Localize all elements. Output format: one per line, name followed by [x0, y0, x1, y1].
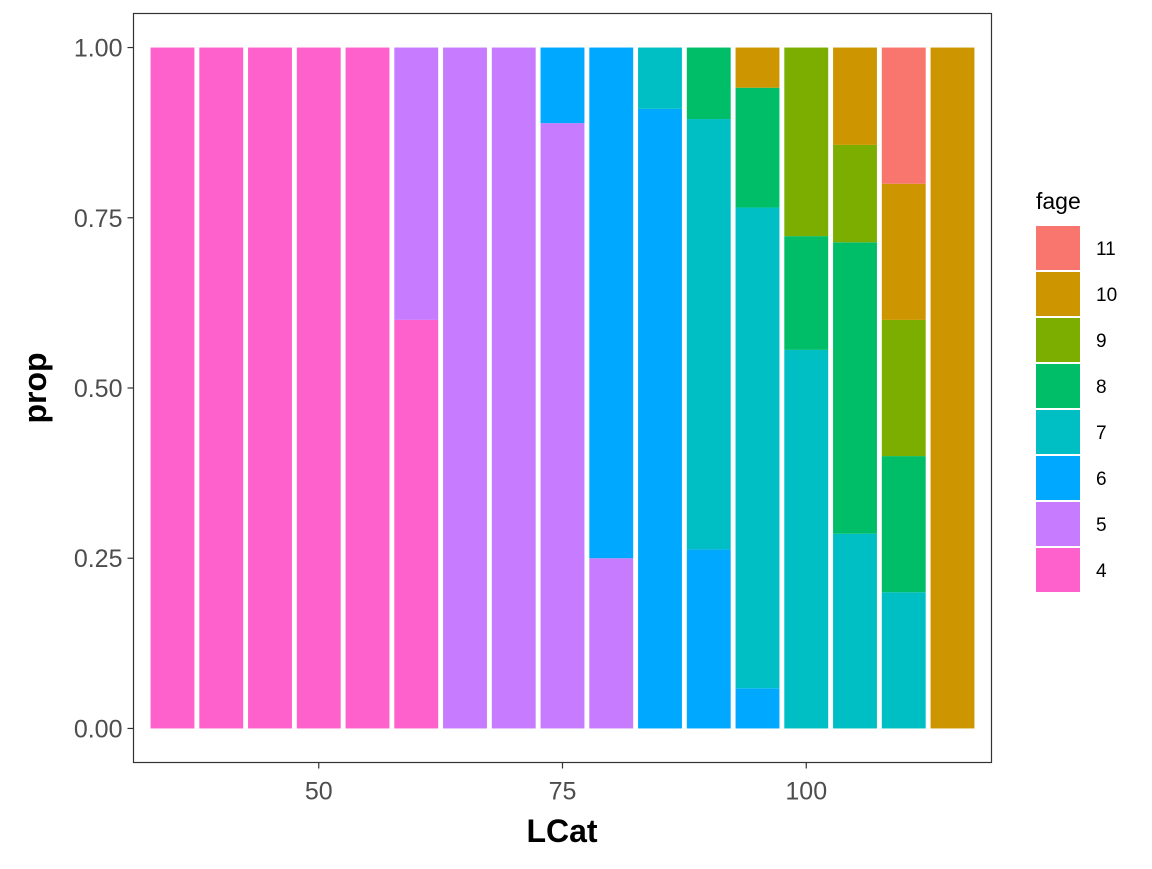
bar-segment-fage-6	[638, 108, 682, 729]
bar-group	[199, 47, 244, 729]
bar-group	[345, 47, 390, 729]
bar-group	[150, 47, 195, 729]
bar-segment-fage-6	[589, 47, 634, 559]
bar-segment-fage-5	[394, 47, 439, 320]
bar-segment-fage-7	[638, 47, 682, 109]
bars-layer	[150, 47, 975, 729]
bar-segment-fage-9	[881, 319, 926, 457]
bar-segment-fage-4	[199, 47, 244, 729]
x-axis-title: LCat	[526, 813, 597, 849]
bar-segment-fage-4	[248, 47, 292, 729]
bar-group	[491, 47, 536, 729]
legend-label: 7	[1096, 423, 1107, 444]
legend-label: 5	[1096, 515, 1107, 536]
bar-group	[784, 47, 829, 729]
x-axis: 50 75 100	[305, 762, 827, 806]
legend-title: fage	[1036, 188, 1081, 214]
y-tick-label: 0.75	[74, 205, 123, 233]
y-tick-label: 0.25	[74, 545, 123, 573]
bar-segment-fage-10	[930, 47, 975, 729]
bar-segment-fage-7	[784, 349, 829, 729]
legend: fage 11 10 9 8 7 6 5 4	[1036, 188, 1117, 592]
bar-segment-fage-6	[540, 47, 585, 124]
bar-group	[638, 47, 682, 729]
bar-segment-fage-7	[833, 533, 877, 729]
bar-segment-fage-7	[881, 592, 926, 729]
bar-segment-fage-10	[735, 47, 780, 88]
bar-group	[735, 47, 780, 729]
legend-label: 6	[1096, 469, 1107, 490]
legend-label: 11	[1096, 239, 1116, 260]
bar-segment-fage-8	[686, 47, 731, 120]
legend-key-11	[1036, 226, 1080, 270]
bar-segment-fage-4	[394, 319, 439, 729]
y-tick-label: 1.00	[74, 35, 123, 63]
y-axis: 0.00 0.25 0.50 0.75 1.00	[74, 35, 134, 743]
bar-segment-fage-7	[686, 119, 731, 550]
y-tick-label: 0.00	[74, 715, 123, 743]
bar-group	[589, 47, 634, 729]
bar-group	[686, 47, 731, 729]
legend-label: 8	[1096, 377, 1107, 398]
bar-group	[443, 47, 487, 729]
bar-segment-fage-7	[735, 207, 780, 689]
bar-segment-fage-4	[150, 47, 195, 729]
legend-key-9	[1036, 318, 1080, 362]
bar-group	[881, 47, 926, 729]
legend-key-8	[1036, 364, 1080, 408]
bar-segment-fage-8	[881, 456, 926, 593]
legend-label: 4	[1096, 561, 1107, 582]
y-axis-title: prop	[17, 352, 53, 423]
bar-segment-fage-6	[735, 688, 780, 729]
bar-segment-fage-9	[833, 144, 877, 243]
bar-segment-fage-10	[833, 47, 877, 145]
bar-segment-fage-11	[881, 47, 926, 184]
bar-group	[930, 47, 975, 729]
bar-segment-fage-8	[833, 242, 877, 534]
bar-segment-fage-8	[784, 236, 829, 350]
bar-group	[833, 47, 877, 729]
bar-group	[248, 47, 292, 729]
x-tick-label: 50	[305, 778, 333, 806]
bar-group	[394, 47, 439, 729]
legend-label: 9	[1096, 331, 1107, 352]
legend-label: 10	[1096, 285, 1117, 306]
bar-segment-fage-4	[296, 47, 341, 729]
x-tick-label: 100	[785, 778, 827, 806]
bar-segment-fage-5	[589, 558, 634, 729]
x-tick-label: 75	[549, 778, 577, 806]
bar-segment-fage-8	[735, 87, 780, 208]
bar-segment-fage-10	[881, 183, 926, 320]
bar-segment-fage-5	[540, 123, 585, 729]
bar-group	[540, 47, 585, 729]
bar-segment-fage-6	[686, 549, 731, 729]
legend-key-10	[1036, 272, 1080, 316]
bar-group	[296, 47, 341, 729]
legend-key-5	[1036, 502, 1080, 546]
bar-segment-fage-4	[345, 47, 390, 729]
bar-segment-fage-9	[784, 47, 829, 237]
legend-key-6	[1036, 456, 1080, 500]
bar-segment-fage-5	[443, 47, 487, 729]
y-tick-label: 0.50	[74, 375, 123, 403]
legend-key-4	[1036, 548, 1080, 592]
bar-segment-fage-5	[491, 47, 536, 729]
legend-key-7	[1036, 410, 1080, 454]
